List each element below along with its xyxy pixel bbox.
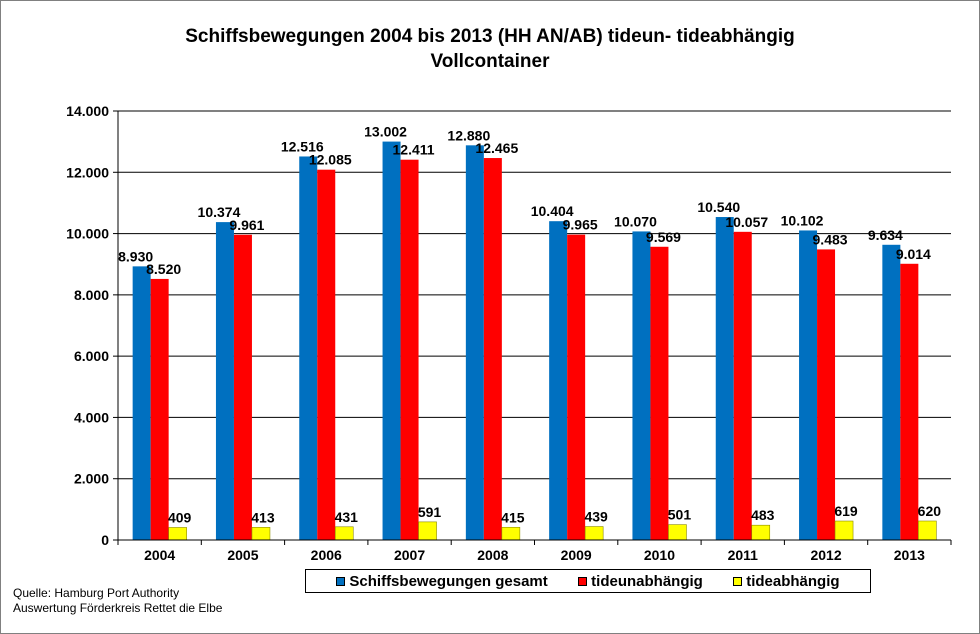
data-label: 12.411 [393,142,435,158]
data-label: 619 [834,503,858,519]
data-label: 620 [918,503,942,519]
bar [632,231,651,540]
bar [132,266,151,540]
chart-subtitle: Vollcontainer [430,51,550,72]
y-tick-label: 12.000 [66,164,109,180]
bar [567,234,586,540]
data-label: 9.569 [646,229,681,245]
data-label: 415 [501,509,525,525]
data-label: 501 [668,507,692,523]
data-label: 10.057 [725,214,768,230]
legend-entry-tideabhaengig: tideabhängig [733,572,840,590]
bar [918,520,937,541]
x-tick-label: 2007 [394,547,425,563]
data-label: 413 [251,509,275,525]
source-line-1: Quelle: Hamburg Port Authority [13,586,180,600]
legend-label-tideunabhaengig: tideunabhängig [591,572,703,590]
data-label: 9.483 [813,231,848,247]
x-tick-label: 2011 [728,547,759,563]
y-tick-label: 2.000 [74,471,109,487]
x-tick-label: 2006 [311,547,342,563]
data-label: 10.070 [614,213,657,229]
bar [465,145,484,540]
data-label: 10.374 [198,204,241,220]
y-tick-label: 4.000 [74,409,109,425]
bar [400,159,419,540]
data-label: 12.880 [447,127,490,143]
x-tick-label: 2008 [477,547,508,563]
x-tick-label: 2005 [227,547,258,563]
chart-title: Schiffsbewegungen 2004 bis 2013 (HH AN/A… [185,26,795,47]
data-label: 10.404 [531,203,574,219]
legend-swatch-gesamt [336,576,346,586]
bar [715,217,734,540]
data-label: 8.930 [118,248,153,264]
x-tick-label: 2004 [144,547,175,563]
bar [215,222,234,540]
x-tick-label: 2013 [894,547,925,563]
data-label: 12.465 [475,140,518,156]
data-label: 10.102 [781,212,824,228]
data-label: 409 [168,509,192,525]
data-label: 9.634 [868,227,903,243]
x-tick-label: 2010 [644,547,675,563]
bar [549,221,568,540]
y-tick-label: 8.000 [74,287,109,303]
data-label: 8.520 [146,261,181,277]
bar [483,158,502,540]
data-label: 591 [418,504,442,520]
legend-swatch-tideunabhaengig [578,576,588,586]
data-label: 483 [751,507,775,523]
bar [817,249,836,540]
y-tick-label: 10.000 [66,226,109,242]
bar [668,524,687,541]
bar [900,263,919,540]
data-label: 431 [335,509,359,525]
bar [501,526,521,541]
bar [168,527,187,541]
y-tick-label: 6.000 [74,348,109,364]
data-label: 439 [584,509,608,525]
bar [233,234,252,541]
bar [584,526,604,541]
data-label: 12.516 [281,138,324,154]
legend-entry-tideunabhaengig: tideunabhängig [578,573,703,590]
source-line-2: Auswertung Förderkreis Rettet die Elbe [13,601,223,615]
legend-label-gesamt: Schiffsbewegungen gesamt [349,572,548,590]
data-label: 12.085 [309,152,352,168]
bar [334,526,354,541]
data-label: 9.014 [896,246,931,262]
bar [882,244,901,540]
chart-legend: Schiffsbewegungen gesamt tideunabhängig … [305,569,871,593]
bar [299,156,318,540]
legend-label-tideabhaengig: tideabhängig [746,572,840,590]
bar [751,524,771,541]
y-tick-label: 0 [101,532,109,548]
legend-swatch-tideabhaengig [733,576,743,586]
bar [418,521,437,541]
bar [650,246,669,540]
bar [382,141,401,540]
bar [317,169,336,540]
data-label: 9.961 [229,217,264,233]
bar [150,278,169,540]
data-label: 13.002 [364,124,407,140]
bar [834,520,854,541]
y-tick-label: 14.000 [66,103,109,119]
bar [251,527,271,541]
data-label: 9.965 [563,217,598,233]
data-label: 10.540 [697,199,740,215]
legend-entry-gesamt: Schiffsbewegungen gesamt [336,572,548,590]
bar [733,231,752,541]
x-tick-label: 2012 [810,547,841,563]
bar [799,230,818,540]
x-tick-label: 2009 [561,547,592,563]
